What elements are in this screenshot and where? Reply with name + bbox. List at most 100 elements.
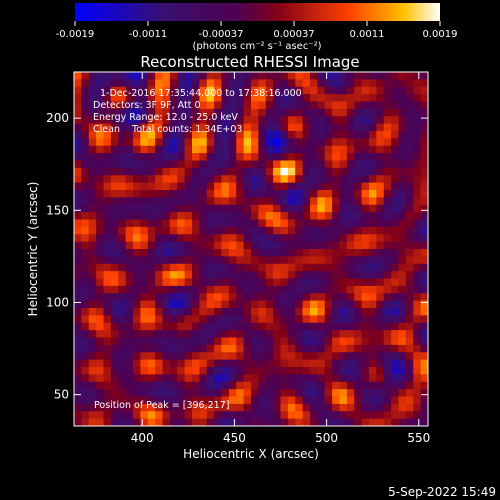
- heatmap-cell: [310, 226, 318, 235]
- heatmap-cell: [103, 359, 112, 368]
- heatmap-cell: [96, 145, 104, 154]
- heatmap-cell: [369, 330, 377, 338]
- heatmap-cell: [140, 322, 149, 331]
- heatmap-cell: [125, 359, 134, 368]
- heatmap-cell: [376, 293, 385, 302]
- heatmap-cell: [273, 308, 281, 316]
- heatmap-cell: [74, 389, 82, 397]
- heatmap-cell: [103, 322, 112, 331]
- heatmap-cell: [133, 352, 141, 361]
- heatmap-cell: [251, 256, 259, 265]
- heatmap-cell: [243, 403, 252, 412]
- heatmap-cell: [192, 374, 200, 383]
- heatmap-cell: [273, 344, 281, 353]
- heatmap-cell: [110, 234, 119, 243]
- heatmap-cell: [169, 116, 178, 125]
- heatmap-cell: [302, 175, 311, 184]
- heatmap-cell: [376, 381, 385, 390]
- heatmap-cell: [295, 374, 304, 383]
- heatmap-cell: [273, 101, 281, 110]
- heatmap-cell: [88, 374, 97, 383]
- heatmap-cell: [420, 278, 428, 287]
- annotation-energy-range: Energy Range: 12.0 - 25.0 keV: [93, 112, 238, 123]
- heatmap-cell: [405, 108, 414, 117]
- heatmap-cell: [96, 94, 104, 102]
- heatmap-cell: [280, 322, 289, 331]
- heatmap-cell: [295, 367, 304, 375]
- heatmap-cell: [228, 374, 237, 383]
- heatmap-cell: [177, 108, 186, 117]
- heatmap-cell: [273, 337, 281, 346]
- heatmap-cell: [243, 138, 252, 147]
- heatmap-cell: [361, 293, 370, 302]
- heatmap-cell: [214, 226, 222, 235]
- heatmap-cell: [265, 256, 274, 265]
- heatmap-cell: [369, 190, 377, 198]
- heatmap-cell: [162, 94, 171, 102]
- heatmap-cell: [74, 116, 82, 125]
- heatmap-cell: [199, 418, 208, 426]
- heatmap-cell: [273, 263, 281, 272]
- heatmap-cell: [302, 167, 311, 176]
- heatmap-cell: [332, 411, 340, 420]
- heatmap-cell: [413, 145, 422, 154]
- heatmap-cell: [273, 108, 281, 117]
- heatmap-cell: [302, 359, 311, 368]
- heatmap-cell: [118, 241, 127, 250]
- heatmap-cell: [302, 101, 311, 110]
- heatmap-cell: [214, 359, 222, 368]
- heatmap-cell: [88, 131, 97, 139]
- heatmap-cell: [324, 381, 333, 390]
- heatmap-cell: [236, 308, 245, 316]
- heatmap-cell: [376, 79, 385, 88]
- heatmap-cell: [147, 116, 156, 125]
- heatmap-cell: [391, 263, 399, 272]
- heatmap-cell: [199, 197, 208, 206]
- heatmap-cell: [383, 293, 392, 302]
- heatmap-cell: [81, 337, 90, 346]
- heatmap-cell: [376, 138, 385, 147]
- heatmap-cell: [346, 190, 355, 198]
- heatmap-cell: [354, 396, 363, 405]
- heatmap-cell: [162, 160, 171, 169]
- heatmap-cell: [155, 190, 163, 198]
- heatmap-cell: [273, 241, 281, 250]
- heatmap-cell: [169, 167, 178, 176]
- heatmap-cell: [199, 374, 208, 383]
- heatmap-cell: [214, 263, 222, 272]
- heatmap-cell: [162, 271, 171, 279]
- heatmap-cell: [324, 116, 333, 125]
- heatmap-cell: [405, 367, 414, 375]
- heatmap-cell: [405, 271, 414, 279]
- heatmap-cell: [413, 322, 422, 331]
- heatmap-cell: [324, 308, 333, 316]
- heatmap-cell: [140, 337, 149, 346]
- heatmap-cell: [317, 271, 326, 279]
- heatmap-cell: [383, 204, 392, 213]
- heatmap-cell: [169, 381, 178, 390]
- heatmap-cell: [287, 374, 296, 383]
- heatmap-cell: [354, 138, 363, 147]
- heatmap-cell: [184, 116, 193, 125]
- heatmap-cell: [332, 241, 340, 250]
- heatmap-cell: [155, 116, 163, 125]
- heatmap-cell: [332, 212, 340, 220]
- heatmap-cell: [96, 204, 104, 213]
- heatmap-cell: [243, 263, 252, 272]
- heatmap-cell: [103, 72, 112, 80]
- heatmap-cell: [199, 131, 208, 139]
- heatmap-cell: [118, 403, 127, 412]
- heatmap-cell: [332, 108, 340, 117]
- heatmap-cell: [140, 293, 149, 302]
- heatmap-cell: [125, 123, 134, 132]
- heatmap-cell: [376, 241, 385, 250]
- heatmap-cell: [265, 116, 274, 125]
- heatmap-cell: [74, 359, 82, 368]
- heatmap-cell: [96, 190, 104, 198]
- heatmap-cell: [398, 330, 407, 338]
- heatmap-cell: [96, 138, 104, 147]
- heatmap-cell: [405, 79, 414, 88]
- heatmap-cell: [192, 241, 200, 250]
- heatmap-cell: [376, 396, 385, 405]
